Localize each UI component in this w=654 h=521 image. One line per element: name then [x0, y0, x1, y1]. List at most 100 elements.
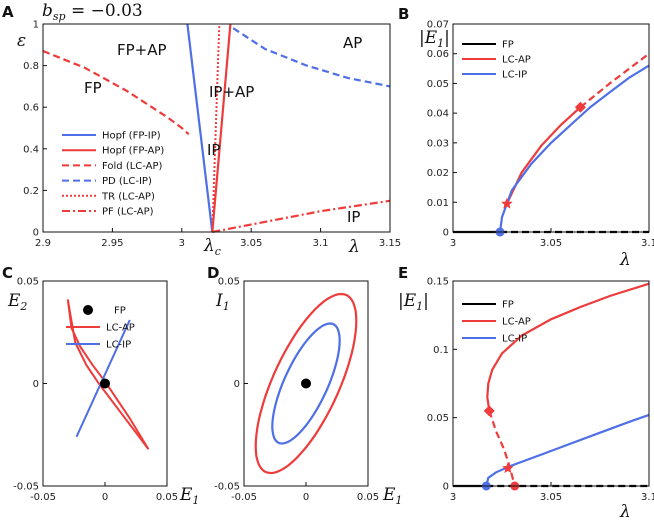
panel-b-ytick-label: 0.03: [427, 138, 449, 149]
panel-e-marker-2: [502, 462, 514, 474]
panel-b-marker-2: [574, 101, 586, 113]
panel-d-xlabel: E1: [382, 485, 402, 507]
panel-b-xtick-label: 3: [450, 238, 456, 249]
panel-b-ytick-label: 0: [443, 228, 449, 239]
panel-e: E |E1| 3 3.05 3.1 0 0.05 0.1 0.15 λ FP LC-AP LC-…: [398, 264, 654, 521]
panel-a-series-3: [232, 27, 391, 88]
region-fp: FP: [84, 79, 102, 97]
panel-a-title: bsp = −0.03: [42, 1, 143, 23]
panel-label-e: E: [398, 264, 408, 282]
panel-a-ytick-label: 0.2: [23, 186, 39, 197]
panel-b-series-2-stable: [498, 64, 650, 233]
panel-c-xtick-label: 0.05: [156, 492, 178, 503]
panel-a-legend: Hopf (FP-IP) Hopf (FP-AP) Fold (LC-AP) PD (…: [62, 131, 164, 218]
panel-e-legend-0-label: FP: [502, 300, 514, 311]
panel-c-xtick-label: -0.05: [30, 492, 56, 503]
panel-e-series-2-stable: [485, 413, 650, 487]
panel-b: B |E1| 3 3.05 3.1 0 0.01 0.02 0.03 0.04 0.05 0.06…: [398, 5, 654, 270]
panel-a-xlabel: λ: [348, 237, 360, 257]
panel-b-xtick-label: 3.05: [540, 238, 562, 249]
panel-c-ytick-label: 0: [33, 379, 39, 390]
region-ip: IP: [347, 208, 360, 226]
panel-a-legend-4-label: TR (LC-AP): [101, 191, 155, 202]
panel-c-legend: FP LC-AP LC-IP: [66, 305, 135, 351]
panel-d-xtick-label: 0: [303, 492, 309, 503]
panel-e-xtick-label: 3.05: [540, 492, 562, 503]
panel-e-legend: FP LC-AP LC-IP: [462, 300, 531, 345]
panel-e-series-1-stable: [486, 282, 650, 411]
panel-b-marker-1: [501, 197, 513, 209]
panel-e-xtick-label: 3: [450, 492, 456, 503]
panel-b-ytick-label: 0.07: [427, 20, 449, 31]
panel-e-axes-box: [452, 280, 650, 487]
panel-a-legend-3-label: PD (LC-IP): [102, 176, 152, 187]
panel-e-ylabel: |E1|: [398, 291, 429, 313]
panel-b-legend: FP LC-AP LC-IP: [462, 40, 531, 81]
panel-label-a: A: [2, 3, 14, 21]
panel-e-ytick-label: 0.1: [433, 345, 449, 356]
panel-e-series-1-unstable: [488, 410, 516, 487]
panel-a-series-0: [186, 23, 214, 233]
panel-c-ylabel: E2: [7, 291, 27, 313]
panel-a-xtick-label: 3.1: [313, 238, 329, 249]
panel-a-xtick-label: 3.05: [240, 238, 262, 249]
region-ip-ap: IP+AP: [209, 83, 254, 101]
panel-b-series-1-stable: [505, 106, 582, 205]
panel-a-xtick-label: 2.9: [35, 238, 51, 249]
panel-e-ytick-label: 0.05: [427, 413, 449, 424]
panel-c-lc-ip: [75, 319, 131, 438]
panel-d-lc-ap: [254, 292, 358, 475]
panel-d-xtick-label: -0.05: [231, 492, 257, 503]
panel-e-legend-1-label: LC-AP: [502, 317, 531, 328]
panel-b-xlabel: λ: [619, 250, 631, 270]
panel-a-legend-2-label: Fold (LC-AP): [102, 161, 163, 172]
panel-b-legend-0-label: FP: [502, 40, 514, 51]
panel-a-series-5: [212, 199, 391, 234]
panel-b-ytick-label: 0.06: [427, 49, 449, 60]
panel-c: C E2 -0.05 0 0.05 -0.05 0 0.05 E1 FP LC-AP LC-I…: [2, 264, 199, 507]
panel-d-ytick-label: 0: [234, 379, 240, 390]
region-fp-ap: FP+AP: [117, 41, 167, 59]
panel-a-ytick-label: 0.6: [23, 103, 39, 114]
panel-c-legend-0-swatch: [83, 305, 93, 315]
panel-a-legend-1-label: Hopf (FP-AP): [102, 146, 164, 157]
panel-b-ytick-label: 0.05: [427, 79, 449, 90]
panel-a: A bsp = −0.03 2.9 2.95 3 3.05 3.1 3.15 0 0.2 0.4…: [2, 1, 401, 258]
panel-a-ytick-label: 0: [33, 228, 39, 239]
panel-c-legend-1-label: LC-AP: [106, 323, 135, 334]
panel-d: D I1 -0.05 0 0.05 -0.05 0 0.05 E1: [207, 264, 402, 507]
lambda-c-label: λc: [203, 236, 221, 258]
region-ip-small: IP: [207, 141, 220, 159]
panel-c-xlabel: E1: [179, 485, 199, 507]
panel-a-series-4: [211, 23, 221, 233]
panel-d-ylabel: I1: [215, 291, 230, 313]
panel-e-ytick-label: 0.15: [427, 277, 449, 288]
panel-c-legend-0-label: FP: [114, 306, 126, 317]
panel-a-series-1: [211, 23, 232, 233]
panel-a-legend-5-label: PF (LC-AP): [102, 207, 154, 218]
panel-label-d: D: [207, 264, 219, 282]
panel-d-lc-ip: [271, 322, 341, 445]
panel-b-legend-2-label: LC-IP: [502, 70, 527, 81]
panel-d-fixed-point: [301, 378, 311, 389]
panel-c-ytick-label: 0.05: [17, 277, 39, 288]
panel-a-xtick-label: 3: [179, 238, 185, 249]
panel-c-xtick-label: 0: [102, 492, 108, 503]
panel-a-ytick-label: 0.4: [23, 144, 39, 155]
panel-d-ytick-label: -0.05: [214, 482, 240, 493]
panel-c-ytick-label: -0.05: [13, 482, 39, 493]
panel-a-xtick-label: 2.95: [101, 238, 123, 249]
panel-a-ytick-label: 0.8: [23, 61, 39, 72]
panel-a-ytick-label: 1: [33, 20, 39, 31]
panel-a-ylabel: ε: [17, 31, 26, 51]
panel-d-xtick-label: 0.05: [357, 492, 379, 503]
panel-c-legend-2-label: LC-IP: [106, 340, 131, 351]
panel-a-axes-box: [42, 23, 391, 233]
panel-e-ytick-label: 0: [443, 482, 449, 493]
panel-e-marker-1: [483, 405, 495, 417]
panel-label-b: B: [398, 5, 409, 23]
panel-b-axes-box: [452, 23, 650, 233]
panel-b-ytick-label: 0.02: [427, 168, 449, 179]
panel-label-c: C: [2, 264, 13, 282]
